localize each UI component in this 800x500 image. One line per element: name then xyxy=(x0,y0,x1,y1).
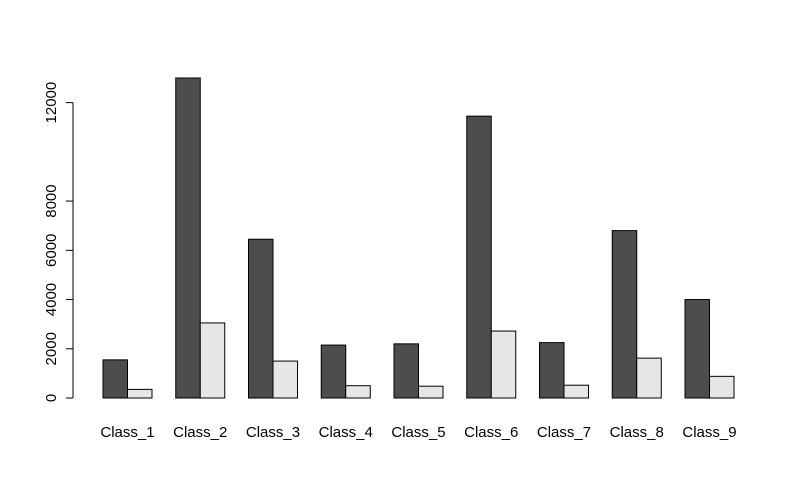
bar-class-1-series-2 xyxy=(127,388,153,399)
category-label: Class_7 xyxy=(537,424,591,441)
category-label: Class_8 xyxy=(610,424,664,441)
bar-class-6-series-2 xyxy=(490,330,517,399)
bar-class-3-series-1 xyxy=(248,238,274,399)
bar-class-9-series-1 xyxy=(684,299,710,399)
bar-class-1-series-1 xyxy=(102,359,128,399)
y-axis: 0 2000 4000 6000 8000 12000 xyxy=(43,82,74,402)
category-label: Class_5 xyxy=(391,424,445,441)
category-label: Class_9 xyxy=(682,424,736,441)
y-tick-label: 6000 xyxy=(43,234,60,267)
bar-class-9-series-2 xyxy=(709,375,735,399)
bar-class-7-series-2 xyxy=(563,384,589,399)
bar-class-8-series-1 xyxy=(611,230,638,399)
bar-class-5-series-2 xyxy=(418,385,444,399)
y-tick-label: 4000 xyxy=(43,283,60,316)
bar-class-2-series-2 xyxy=(199,322,226,399)
category-label: Class_1 xyxy=(100,424,154,441)
bar-class-5-series-1 xyxy=(393,343,419,399)
category-label: Class_3 xyxy=(246,424,300,441)
category-label: Class_2 xyxy=(173,424,227,441)
y-tick-label: 12000 xyxy=(43,82,60,124)
bar-class-8-series-2 xyxy=(636,357,662,399)
category-labels: Class_1 Class_2 Class_3 Class_4 Class_5 Class… xyxy=(100,424,736,441)
bar-class-2-series-1 xyxy=(175,77,201,399)
y-tick-label: 8000 xyxy=(43,184,60,217)
category-label: Class_4 xyxy=(319,424,373,441)
bar-class-3-series-2 xyxy=(272,360,298,399)
y-tick-label: 2000 xyxy=(43,332,60,365)
y-tick-label: 0 xyxy=(43,394,60,402)
category-label: Class_6 xyxy=(464,424,518,441)
bars xyxy=(102,77,735,399)
bar-class-7-series-1 xyxy=(539,342,565,399)
bar-class-4-series-1 xyxy=(320,344,347,399)
bar-class-4-series-2 xyxy=(345,385,371,399)
bar-class-6-series-1 xyxy=(466,115,492,399)
